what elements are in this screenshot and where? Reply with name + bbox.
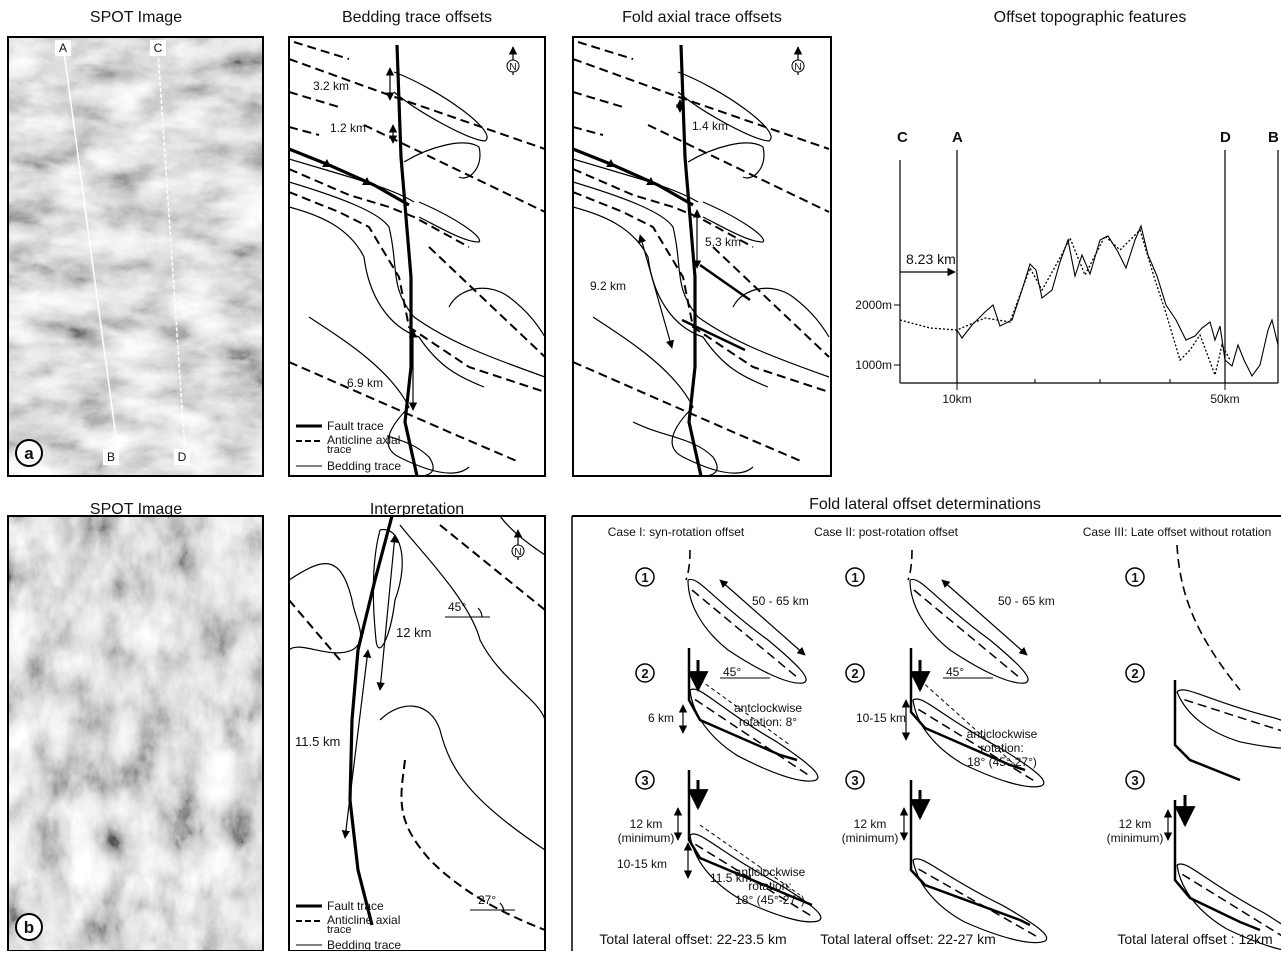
rotation-label: 18° (45°-27°) bbox=[967, 755, 1037, 769]
profile-point: C bbox=[897, 129, 908, 146]
case-title: Case I: syn-rotation offset bbox=[608, 525, 745, 539]
panel-title: Fold lateral offset determinations bbox=[809, 496, 1041, 513]
offset-label: 11.5 km bbox=[295, 734, 340, 749]
x-tick-label: 10km bbox=[942, 392, 971, 406]
offset-label: (minimum) bbox=[842, 831, 899, 845]
offset-label: 8.23 km bbox=[906, 251, 956, 267]
line-label: B bbox=[107, 450, 115, 464]
panel-title: Offset topographic features bbox=[994, 9, 1187, 26]
offset-label: 1.2 km bbox=[330, 121, 366, 135]
length-label: 50 - 65 km bbox=[752, 594, 809, 608]
offset-label: 12 km bbox=[1119, 817, 1152, 831]
panel-title: Bedding trace offsets bbox=[342, 9, 492, 26]
figure: SPOT Image A C B D a Bedding trace offse… bbox=[0, 0, 1281, 951]
north-label: N bbox=[509, 62, 516, 73]
total-label: Total lateral offset: 22-23.5 km bbox=[599, 931, 786, 947]
total-label: Total lateral offset: 22-27 km bbox=[820, 931, 996, 947]
step-number: 2 bbox=[851, 666, 858, 681]
rotation-label: anticlockwise bbox=[735, 865, 806, 879]
satellite-image bbox=[8, 516, 263, 951]
angle-label: 27° bbox=[478, 893, 496, 907]
rotation-label: rotation: bbox=[980, 741, 1023, 755]
offset-label: 10-15 km bbox=[617, 857, 667, 871]
step-number: 3 bbox=[1131, 773, 1138, 788]
offset-label: (minimum) bbox=[618, 831, 675, 845]
offset-label: 9.2 km bbox=[590, 279, 626, 293]
offset-label: 10-15 km bbox=[856, 711, 906, 725]
north-label: N bbox=[514, 547, 521, 558]
case-title: Case III: Late offset without rotation bbox=[1083, 525, 1272, 539]
offset-label: 12 km bbox=[854, 817, 887, 831]
x-tick-label: 50km bbox=[1210, 392, 1239, 406]
angle-label: 45° bbox=[448, 600, 466, 614]
step-number: 2 bbox=[1131, 666, 1138, 681]
legend-label: Fault trace bbox=[327, 419, 384, 433]
offset-label: 12 km bbox=[630, 817, 663, 831]
length-label: 50 - 65 km bbox=[998, 594, 1055, 608]
rotation-label: anticlockwise bbox=[967, 727, 1038, 741]
satellite-image bbox=[8, 37, 263, 476]
line-label: C bbox=[154, 41, 163, 55]
y-tick-label: 2000m bbox=[855, 298, 892, 312]
rotation-label: rotation: 8° bbox=[739, 715, 797, 729]
offset-label: 3.2 km bbox=[313, 79, 349, 93]
rotation-label: rotation: bbox=[748, 879, 791, 893]
step-number: 1 bbox=[1131, 570, 1138, 585]
profile-point: B bbox=[1268, 129, 1279, 146]
line-label: A bbox=[59, 41, 67, 55]
legend-label: Bedding trace bbox=[327, 459, 401, 473]
case-title: Case II: post-rotation offset bbox=[814, 525, 959, 539]
step-markers: 1 2 3 1 2 3 1 2 3 bbox=[636, 568, 1144, 789]
step-number: 2 bbox=[641, 666, 648, 681]
legend-label: trace bbox=[327, 444, 351, 456]
step-number: 1 bbox=[641, 570, 648, 585]
profile-point: D bbox=[1220, 129, 1231, 146]
rotation-label: antclockwise bbox=[734, 701, 802, 715]
legend-label: Fault trace bbox=[327, 899, 384, 913]
line-label: D bbox=[178, 450, 187, 464]
legend-label: Bedding trace bbox=[327, 938, 401, 951]
offset-label: 6.9 km bbox=[347, 376, 383, 390]
step-number: 1 bbox=[851, 570, 858, 585]
total-label: Total lateral offset : 12km bbox=[1117, 931, 1272, 947]
north-label: N bbox=[794, 62, 801, 73]
rotation-label: 18° (45°-27°) bbox=[735, 893, 805, 907]
step-number: 3 bbox=[641, 773, 648, 788]
panel-title: SPOT Image bbox=[90, 9, 182, 26]
profile-point: A bbox=[952, 129, 963, 146]
offset-label: 1.4 km bbox=[692, 119, 728, 133]
legend-label: trace bbox=[327, 924, 351, 936]
offset-label: 6 km bbox=[648, 711, 674, 725]
offset-label: 5.3 km bbox=[705, 235, 741, 249]
offset-label: (minimum) bbox=[1107, 831, 1164, 845]
panel-badge: b bbox=[24, 918, 34, 937]
offset-label: 12 km bbox=[396, 625, 431, 640]
panel-badge: a bbox=[24, 444, 34, 463]
angle-label: 45° bbox=[946, 665, 964, 679]
angle-label: 45° bbox=[723, 665, 741, 679]
y-tick-label: 1000m bbox=[855, 358, 892, 372]
panel-title: Fold axial trace offsets bbox=[622, 9, 782, 26]
step-number: 3 bbox=[851, 773, 858, 788]
